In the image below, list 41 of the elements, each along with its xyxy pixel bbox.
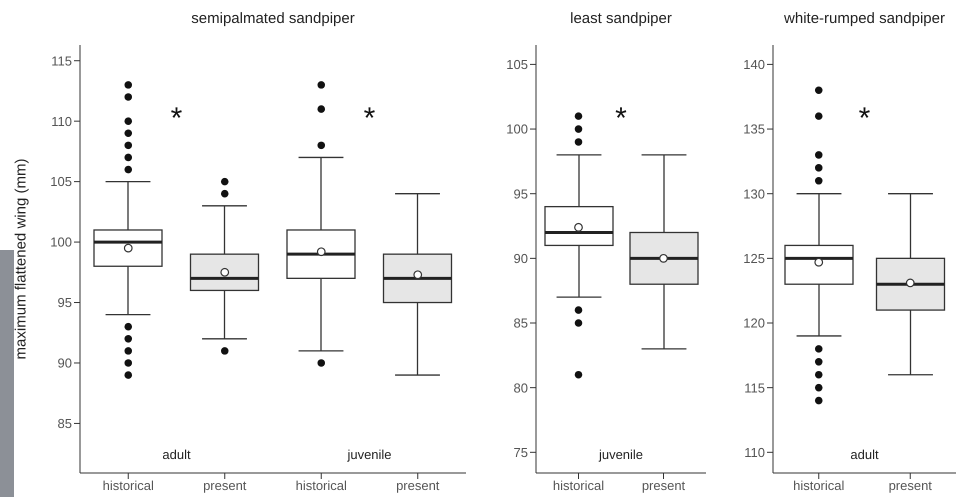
y-tick-label: 85 [58, 416, 72, 432]
y-tick-label: 80 [514, 380, 528, 396]
y-tick-label: 135 [743, 122, 765, 137]
x-tick-label: historical [296, 478, 348, 494]
x-tick-label: present [888, 478, 932, 494]
x-tick-label: historical [793, 478, 845, 494]
chart-title: white-rumped sandpiper [783, 10, 946, 27]
annotation: adult [849, 447, 880, 462]
annotation: * [362, 102, 376, 136]
chart-title: least sandpiper [569, 10, 673, 27]
y-tick-label: 100 [50, 234, 72, 250]
y-tick-label: 75 [514, 444, 528, 460]
annotation: juvenile [346, 447, 393, 462]
y-tick-label: 110 [51, 114, 72, 129]
y-tick-label: 140 [743, 57, 765, 72]
y-axis-title: maximum flattened wing (mm) [12, 158, 30, 360]
x-tick-label: historical [552, 478, 604, 494]
y-tick-label: 105 [506, 57, 528, 72]
y-tick-label: 125 [743, 250, 765, 266]
annotation: juvenile [598, 447, 644, 462]
chart-title: semipalmated sandpiper [190, 10, 356, 27]
y-tick-label: 95 [58, 295, 72, 310]
y-tick-label: 115 [744, 380, 765, 396]
y-tick-label: 120 [743, 316, 765, 331]
annotation: adult [161, 447, 192, 462]
y-tick-label: 130 [743, 186, 765, 202]
y-tick-label: 110 [744, 444, 765, 460]
y-tick-label: 95 [514, 186, 528, 202]
annotation: * [170, 102, 184, 136]
annotation: * [858, 102, 872, 136]
x-tick-label: present [642, 478, 686, 494]
y-tick-label: 85 [514, 316, 528, 331]
y-tick-label: 115 [51, 53, 72, 68]
x-tick-label: historical [102, 478, 154, 494]
y-tick-label: 90 [514, 250, 528, 266]
y-tick-label: 90 [58, 356, 72, 371]
y-tick-label: 105 [50, 174, 72, 190]
x-tick-label: present [396, 478, 440, 494]
annotation: * [614, 102, 628, 136]
x-tick-label: present [203, 478, 247, 494]
y-tick-label: 100 [506, 122, 528, 137]
